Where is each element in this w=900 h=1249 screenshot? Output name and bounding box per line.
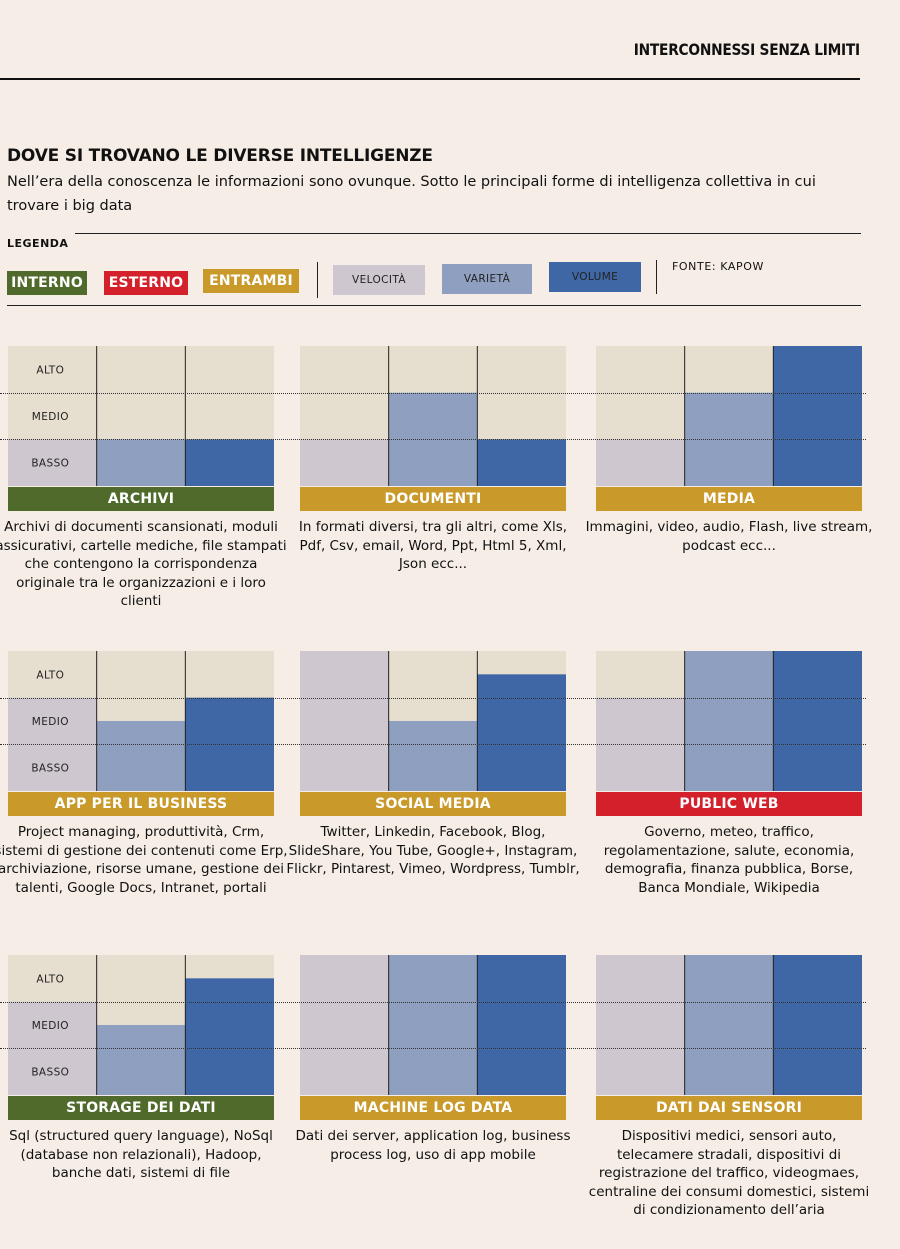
- header-rule: [0, 78, 860, 80]
- panel-chart: [596, 346, 862, 486]
- panel-description: Twitter, Linkedin, Facebook, Blog, Slide…: [286, 824, 580, 877]
- panel-chart: BASSO MEDIO ALTO: [8, 346, 274, 486]
- legend-rule-bottom: [7, 305, 861, 306]
- panel-title: STORAGE DEI DATI: [8, 1096, 274, 1120]
- panel-title: APP PER IL BUSINESS: [8, 792, 274, 816]
- bar-volume: [477, 674, 566, 791]
- level-guide: [0, 744, 866, 746]
- bar-velocit: [8, 439, 97, 486]
- level-label-medio: MEDIO: [32, 1020, 69, 1032]
- panel-chart: [596, 955, 862, 1095]
- level-label-medio: MEDIO: [32, 411, 69, 423]
- panel-chart: [300, 955, 566, 1095]
- panel-storage-dei-dati: BASSO MEDIO ALTO STORAGE DEI DATI Sql (struc…: [8, 955, 274, 1181]
- bar-velocit: [300, 651, 389, 791]
- bar-variet: [96, 721, 186, 791]
- level-label-alto: ALTO: [36, 669, 64, 681]
- bar-volume: [773, 651, 862, 791]
- panel-description: Sql (structured query language), NoSql (…: [9, 1128, 273, 1181]
- bar-volume: [185, 439, 274, 486]
- legend-separator: [656, 260, 657, 294]
- panel-chart: [300, 651, 566, 791]
- panel-title: DOCUMENTI: [300, 487, 566, 511]
- panel-chart: BASSO MEDIO ALTO: [8, 651, 274, 791]
- level-guide: [0, 697, 866, 699]
- legend-type-interno: INTERNO: [7, 271, 87, 295]
- legend-separator: [317, 262, 318, 298]
- panel-chart: [596, 651, 862, 791]
- level-label-alto: ALTO: [36, 364, 64, 376]
- legend-volume: VOLUME: [549, 262, 641, 292]
- level-label-basso: BASSO: [31, 763, 69, 775]
- panel-app-per-il-business: BASSO MEDIO ALTO APP PER IL BUSINESS Project…: [0, 651, 288, 896]
- bar-variet: [388, 721, 478, 791]
- section-title: INTERCONNESSI SENZA LIMITI: [633, 40, 860, 59]
- bar-volume: [773, 955, 862, 1095]
- legend-rule-top: [75, 233, 861, 234]
- legend-type-esterno: ESTERNO: [104, 271, 188, 295]
- panel-media: MEDIA Immagini, video, audio, Flash, live…: [586, 346, 872, 554]
- bar-volume: [185, 978, 274, 1095]
- legend-label: LEGENDA: [7, 237, 69, 250]
- bar-velocit: [596, 955, 685, 1095]
- level-label-medio: MEDIO: [32, 716, 69, 728]
- panel-description: In formati diversi, tra gli altri, come …: [298, 519, 568, 572]
- panel-title: ARCHIVI: [8, 487, 274, 511]
- panel-social-media: SOCIAL MEDIA Twitter, Linkedin, Facebook,…: [286, 651, 580, 877]
- bar-volume: [477, 439, 566, 486]
- bar-velocit: [300, 439, 389, 486]
- panel-description: Dispositivi medici, sensori auto, teleca…: [588, 1128, 870, 1218]
- panel-dati-dai-sensori: DATI DAI SENSORI Dispositivi medici, sens…: [589, 955, 869, 1218]
- level-label-basso: BASSO: [31, 458, 69, 470]
- bar-variet: [96, 439, 186, 486]
- bar-volume: [477, 955, 566, 1095]
- panel-title: SOCIAL MEDIA: [300, 792, 566, 816]
- infographic-subtitle: Nell’era della conoscenza le informazion…: [7, 174, 816, 214]
- source-note: FONTE: KAPOW: [672, 260, 764, 273]
- panel-description: Immagini, video, audio, Flash, live stre…: [585, 519, 873, 554]
- bar-velocit: [300, 955, 389, 1095]
- legend-varieta: VARIETÀ: [442, 264, 532, 294]
- legend-velocita: VELOCITÀ: [333, 265, 425, 295]
- level-label-alto: ALTO: [36, 973, 64, 985]
- bar-variet: [684, 651, 774, 791]
- level-guide: [0, 392, 866, 394]
- level-label-basso: BASSO: [31, 1067, 69, 1079]
- panel-machine-log-data: MACHINE LOG DATA Dati dei server, applica…: [296, 955, 571, 1163]
- panel-chart: BASSO MEDIO ALTO: [8, 955, 274, 1095]
- legend-type-entrambi: ENTRAMBI: [203, 269, 299, 293]
- panel-chart: [300, 346, 566, 486]
- panel-archivi: BASSO MEDIO ALTO ARCHIVI Archivi di document…: [0, 346, 287, 609]
- panel-title: PUBLIC WEB: [596, 792, 862, 816]
- panel-description: Archivi di documenti scansionati, moduli…: [0, 519, 287, 609]
- level-guide: [0, 1048, 866, 1050]
- infographic-title: DOVE SI TROVANO LE DIVERSE INTELLIGENZE: [7, 146, 433, 166]
- bar-variet: [684, 955, 774, 1095]
- panel-title: MACHINE LOG DATA: [300, 1096, 566, 1120]
- panel-title: MEDIA: [596, 487, 862, 511]
- bar-velocit: [596, 439, 685, 486]
- bar-variet: [96, 1025, 186, 1095]
- panel-public-web: PUBLIC WEB Governo, meteo, traffico, rego…: [596, 651, 862, 896]
- bar-variet: [388, 955, 478, 1095]
- panel-title: DATI DAI SENSORI: [596, 1096, 862, 1120]
- level-guide: [0, 439, 866, 441]
- panel-documenti: DOCUMENTI In formati diversi, tra gli alt…: [299, 346, 567, 572]
- panel-description: Project managing, produttività, Crm, sis…: [0, 824, 288, 896]
- panel-description: Governo, meteo, traffico, regolamentazio…: [603, 824, 855, 896]
- level-guide: [0, 1001, 866, 1003]
- panel-description: Dati dei server, application log, busine…: [295, 1128, 571, 1163]
- bar-volume: [773, 346, 862, 486]
